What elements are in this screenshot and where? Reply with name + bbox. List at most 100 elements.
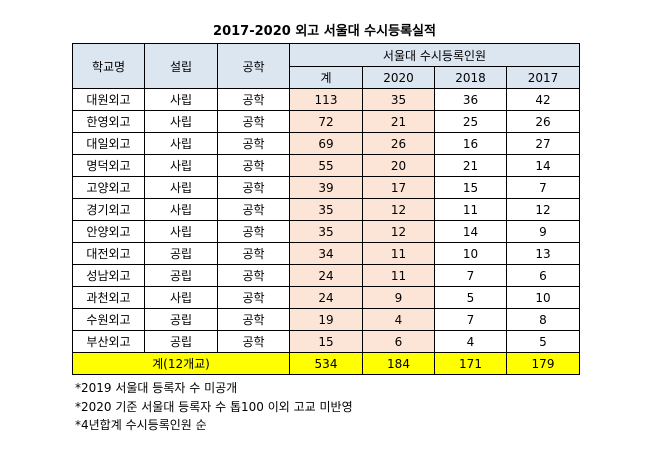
table-cell: 사립 [144, 220, 218, 243]
note: *2019 서울대 등록자 수 미공개 [75, 381, 238, 395]
table-cell: 공학 [217, 264, 290, 287]
table-cell: 12 [362, 198, 435, 221]
total-cell: 179 [506, 352, 580, 375]
table-cell: 경기외고 [72, 198, 145, 221]
note: *4년합계 수시등록인원 순 [75, 418, 207, 432]
table-cell: 9 [362, 286, 435, 309]
table-cell: 공학 [217, 154, 290, 177]
table-row: 부산외고 공립 공학 15 6 4 5 [72, 330, 580, 353]
table-cell: 9 [506, 220, 580, 243]
table-cell: 12 [506, 198, 580, 221]
table-cell: 사립 [144, 286, 218, 309]
table-cell: 35 [289, 220, 363, 243]
table-cell: 13 [506, 242, 580, 265]
table-cell: 35 [289, 198, 363, 221]
header-cell: 학교명 [72, 43, 145, 89]
table-cell: 명덕외고 [72, 154, 145, 177]
total-row: 계(12개교) 534 184 171 179 [72, 352, 580, 375]
table-cell: 대원외고 [72, 88, 145, 111]
table-cell: 공립 [144, 242, 218, 265]
table-cell: 16 [434, 132, 507, 155]
table-cell: 공학 [217, 286, 290, 309]
table-cell: 공립 [144, 308, 218, 331]
subheader-cell: 계 [289, 66, 363, 89]
table-cell: 5 [506, 330, 580, 353]
table-cell: 10 [434, 242, 507, 265]
table-row: 대일외고 사립 공학 69 26 16 27 [72, 132, 580, 155]
table-cell: 대일외고 [72, 132, 145, 155]
table-cell: 공학 [217, 176, 290, 199]
table-cell: 부산외고 [72, 330, 145, 353]
table-cell: 24 [289, 286, 363, 309]
table-cell: 69 [289, 132, 363, 155]
table-cell: 34 [289, 242, 363, 265]
table-cell: 17 [362, 176, 435, 199]
table-cell: 20 [362, 154, 435, 177]
table-cell: 11 [362, 242, 435, 265]
table-cell: 공학 [217, 242, 290, 265]
table-cell: 21 [434, 154, 507, 177]
table-cell: 6 [506, 264, 580, 287]
table-cell: 사립 [144, 154, 218, 177]
table-cell: 14 [506, 154, 580, 177]
table-cell: 72 [289, 110, 363, 133]
table-row: 성남외고 공립 공학 24 11 7 6 [72, 264, 580, 287]
table-cell: 36 [434, 88, 507, 111]
table-cell: 27 [506, 132, 580, 155]
table-cell: 공학 [217, 132, 290, 155]
table-cell: 공립 [144, 330, 218, 353]
subheader-cell: 2017 [506, 66, 580, 89]
table-row: 안양외고 사립 공학 35 12 14 9 [72, 220, 580, 243]
table-cell: 11 [362, 264, 435, 287]
table-cell: 한영외고 [72, 110, 145, 133]
table-cell: 수원외고 [72, 308, 145, 331]
notes: *2019 서울대 등록자 수 미공개 *2020 기준 서울대 등록자 수 톱1… [75, 379, 353, 435]
note: *2020 기준 서울대 등록자 수 톱100 이외 고교 미반영 [75, 399, 353, 414]
table-cell: 39 [289, 176, 363, 199]
table-cell: 고양외고 [72, 176, 145, 199]
table-cell: 26 [506, 110, 580, 133]
table-cell: 공학 [217, 88, 290, 111]
total-cell: 534 [289, 352, 363, 375]
table-cell: 4 [434, 330, 507, 353]
table-cell: 5 [434, 286, 507, 309]
table-cell: 55 [289, 154, 363, 177]
table-cell: 19 [289, 308, 363, 331]
table-cell: 공학 [217, 308, 290, 331]
table-cell: 6 [362, 330, 435, 353]
table-cell: 공학 [217, 198, 290, 221]
table-cell: 사립 [144, 198, 218, 221]
table-cell: 4 [362, 308, 435, 331]
table-cell: 21 [362, 110, 435, 133]
table-cell: 15 [289, 330, 363, 353]
table-cell: 공학 [217, 110, 290, 133]
table-title: 2017-2020 외고 서울대 수시등록실적 [213, 24, 436, 39]
table-cell: 10 [506, 286, 580, 309]
table-row: 명덕외고 사립 공학 55 20 21 14 [72, 154, 580, 177]
table-cell: 사립 [144, 132, 218, 155]
table-body: 대원외고 사립 공학 113 35 36 42 한영외고 사립 공학 72 21 25 26 대일외고 사립 공… [72, 88, 580, 375]
table-row: 경기외고 사립 공학 35 12 11 12 [72, 198, 580, 221]
total-label: 계(12개교) [72, 352, 290, 375]
table-cell: 25 [434, 110, 507, 133]
table-cell: 8 [506, 308, 580, 331]
table-cell: 7 [434, 308, 507, 331]
table-cell: 7 [506, 176, 580, 199]
subheader-cell: 2020 [362, 66, 435, 89]
table-cell: 15 [434, 176, 507, 199]
total-cell: 184 [362, 352, 435, 375]
table-cell: 공학 [217, 330, 290, 353]
table-cell: 12 [362, 220, 435, 243]
table-row: 한영외고 사립 공학 72 21 25 26 [72, 110, 580, 133]
table-cell: 공립 [144, 264, 218, 287]
table-cell: 26 [362, 132, 435, 155]
table-cell: 과천외고 [72, 286, 145, 309]
table-row: 과천외고 사립 공학 24 9 5 10 [72, 286, 580, 309]
table-cell: 대전외고 [72, 242, 145, 265]
table-row: 대원외고 사립 공학 113 35 36 42 [72, 88, 580, 111]
header-cell: 공학 [217, 43, 290, 89]
total-cell: 171 [434, 352, 507, 375]
table-cell: 사립 [144, 110, 218, 133]
header-cell: 설립 [144, 43, 218, 89]
